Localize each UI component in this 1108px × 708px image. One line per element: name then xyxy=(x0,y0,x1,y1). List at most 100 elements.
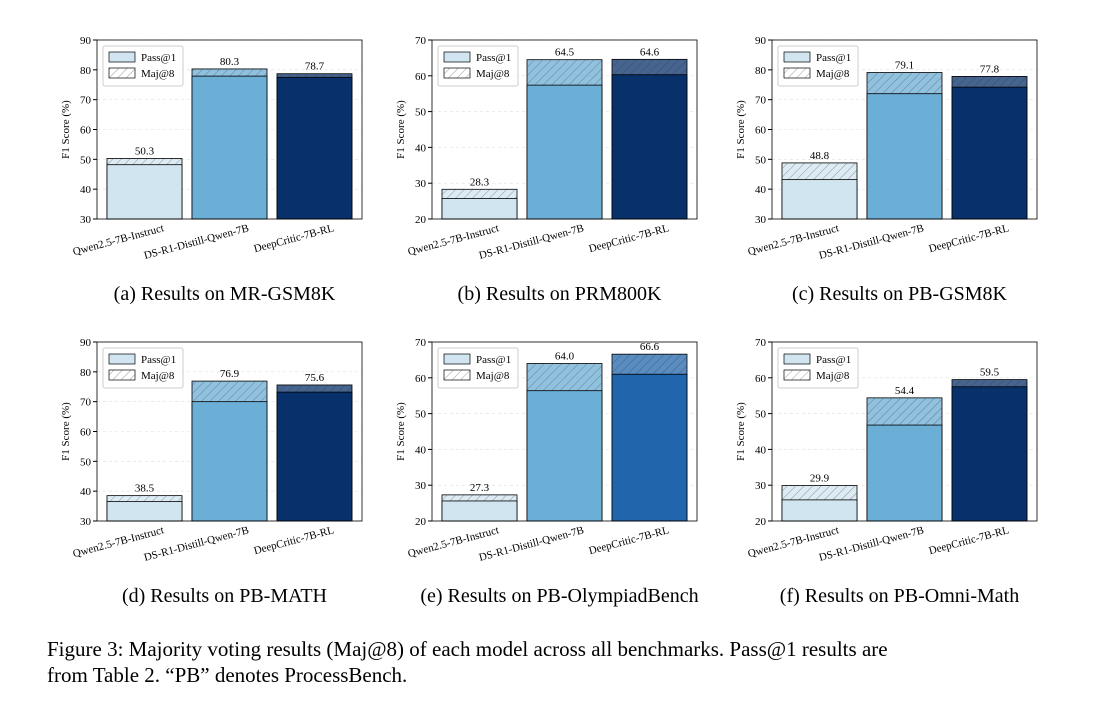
y-tick-label: 60 xyxy=(80,427,92,439)
legend-label: Pass@1 xyxy=(476,354,511,366)
bar-pass xyxy=(191,401,268,522)
y-tick-label: 80 xyxy=(80,367,92,379)
y-tick-label: 60 xyxy=(415,71,427,83)
legend-label: Maj@8 xyxy=(476,68,510,80)
y-axis-label: F1 Score (%) xyxy=(735,100,747,159)
x-tick-label: DeepCritic-7B-RL xyxy=(927,524,1010,557)
y-tick-label: 20 xyxy=(415,214,427,226)
legend-swatch xyxy=(108,353,136,365)
axes-frame xyxy=(96,39,363,220)
legend-hatch xyxy=(109,68,135,78)
subplot-caption: (b) Results on PRM800K xyxy=(458,283,662,305)
y-tick-label: 80 xyxy=(80,65,92,77)
legend-label: Maj@8 xyxy=(141,68,175,80)
legend-hatch xyxy=(784,68,810,78)
y-tick-label: 50 xyxy=(80,154,92,166)
y-tick-label: 30 xyxy=(80,516,92,528)
y-tick-label: 30 xyxy=(415,480,427,492)
figure-caption: from Table 2. “PB” denotes ProcessBench. xyxy=(47,663,407,687)
y-tick-label: 60 xyxy=(415,373,427,385)
legend-label: Pass@1 xyxy=(816,52,851,64)
bar-pass xyxy=(611,74,688,220)
y-axis-label: F1 Score (%) xyxy=(395,402,407,461)
legend-label: Pass@1 xyxy=(141,52,176,64)
subplot-caption: (e) Results on PB-OlympiadBench xyxy=(420,585,698,607)
subplot-caption: (c) Results on PB-GSM8K xyxy=(792,283,1008,305)
y-tick-label: 40 xyxy=(415,142,427,154)
y-tick-label: 50 xyxy=(755,409,767,421)
axes-frame xyxy=(771,39,1038,220)
bar-pass xyxy=(951,386,1028,522)
y-tick-label: 50 xyxy=(755,154,767,166)
y-tick-label: 90 xyxy=(755,35,767,47)
bar-pass xyxy=(866,93,943,220)
bar-pass xyxy=(106,164,183,220)
y-axis-label: F1 Score (%) xyxy=(60,100,72,159)
value-label: 59.5 xyxy=(980,367,1000,379)
value-label: 38.5 xyxy=(135,483,155,495)
y-tick-label: 70 xyxy=(755,337,767,349)
legend-label: Maj@8 xyxy=(141,370,175,382)
value-label: 76.9 xyxy=(220,368,240,380)
y-tick-label: 70 xyxy=(80,95,92,107)
y-axis-label: F1 Score (%) xyxy=(60,402,72,461)
legend-label: Pass@1 xyxy=(476,52,511,64)
y-tick-label: 40 xyxy=(80,486,92,498)
axes-frame xyxy=(431,341,698,522)
y-tick-label: 30 xyxy=(80,214,92,226)
y-tick-label: 70 xyxy=(415,35,427,47)
legend-label: Pass@1 xyxy=(141,354,176,366)
y-tick-label: 40 xyxy=(755,444,767,456)
y-tick-label: 50 xyxy=(415,409,427,421)
value-label: 77.8 xyxy=(980,63,1000,75)
value-label: 79.1 xyxy=(895,60,914,72)
legend-swatch xyxy=(108,51,136,63)
legend-hatch xyxy=(784,370,810,380)
y-tick-label: 20 xyxy=(415,516,427,528)
y-tick-label: 50 xyxy=(80,456,92,468)
y-tick-label: 40 xyxy=(755,184,767,196)
subplot-caption: (a) Results on MR-GSM8K xyxy=(114,283,336,305)
bar-pass xyxy=(276,391,353,522)
bar-pass xyxy=(526,390,603,522)
subplot-caption: (f) Results on PB-Omni-Math xyxy=(780,585,1019,607)
value-label: 54.4 xyxy=(895,385,915,397)
y-tick-label: 50 xyxy=(415,107,427,119)
value-label: 48.8 xyxy=(810,150,830,162)
legend-swatch xyxy=(443,353,471,365)
x-tick-label: DeepCritic-7B-RL xyxy=(587,222,670,255)
value-label: 28.3 xyxy=(470,176,490,188)
y-tick-label: 30 xyxy=(755,480,767,492)
y-tick-label: 60 xyxy=(755,373,767,385)
value-label: 64.0 xyxy=(555,350,575,362)
legend-hatch xyxy=(109,370,135,380)
bar-pass xyxy=(106,501,183,522)
axes-frame xyxy=(96,341,363,522)
y-tick-label: 70 xyxy=(755,95,767,107)
value-label: 66.6 xyxy=(640,341,660,353)
value-label: 29.9 xyxy=(810,473,830,485)
axes-frame xyxy=(771,341,1038,522)
x-tick-label: DeepCritic-7B-RL xyxy=(927,222,1010,255)
y-tick-label: 40 xyxy=(80,184,92,196)
x-tick-label: DeepCritic-7B-RL xyxy=(587,524,670,557)
axes-frame xyxy=(431,39,698,220)
legend-label: Maj@8 xyxy=(476,370,510,382)
y-axis-label: F1 Score (%) xyxy=(735,402,747,461)
value-label: 75.6 xyxy=(305,372,325,384)
bar-pass xyxy=(781,179,858,220)
x-tick-label: DeepCritic-7B-RL xyxy=(252,222,335,255)
bar-pass xyxy=(526,84,603,220)
y-tick-label: 20 xyxy=(755,516,767,528)
legend-label: Pass@1 xyxy=(816,354,851,366)
value-label: 78.7 xyxy=(305,61,325,73)
bar-pass xyxy=(191,75,268,220)
y-tick-label: 60 xyxy=(755,125,767,137)
y-tick-label: 30 xyxy=(415,178,427,190)
bar-pass xyxy=(441,500,518,522)
bar-pass xyxy=(781,499,858,522)
y-tick-label: 90 xyxy=(80,35,92,47)
